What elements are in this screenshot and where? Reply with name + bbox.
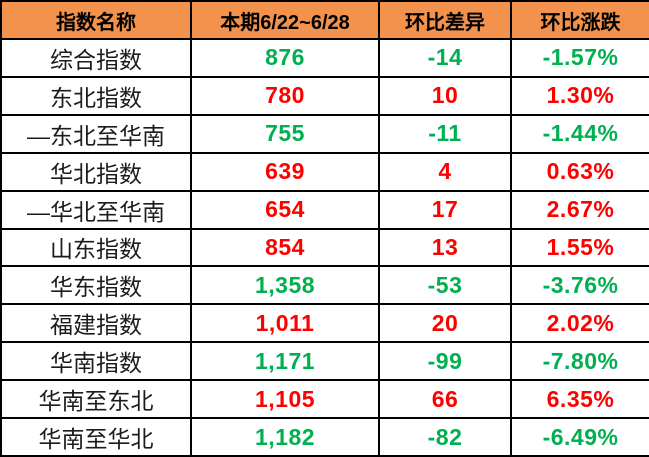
change-percent-cell: 1.55% — [510, 227, 649, 268]
current-value-cell: 854 — [190, 227, 380, 268]
diff-value-cell: -11 — [378, 113, 512, 154]
change-percent-cell: 0.63% — [510, 151, 649, 192]
current-value-cell: 1,011 — [190, 303, 380, 344]
diff-value-cell: -53 — [378, 265, 512, 306]
change-percent-cell: 2.02% — [510, 303, 649, 344]
change-percent-cell: 6.35% — [510, 379, 649, 420]
change-percent-cell: -3.76% — [510, 265, 649, 306]
index-name-cell: —华北至华南 — [0, 189, 192, 230]
index-name-cell: 东北指数 — [0, 75, 192, 116]
index-name-cell: —东北至华南 — [0, 113, 192, 154]
table-header-row: 指数名称 本期6/22~6/28 环比差异 环比涨跌 — [0, 0, 649, 40]
current-value-cell: 1,171 — [190, 341, 380, 382]
column-header-current-period: 本期6/22~6/28 — [190, 0, 380, 40]
change-percent-cell: -6.49% — [510, 417, 649, 457]
table-row: 华南至华北 1,182 -82 -6.49% — [0, 417, 649, 457]
diff-value-cell: -99 — [378, 341, 512, 382]
diff-value-cell: -14 — [378, 38, 512, 78]
current-value-cell: 639 — [190, 151, 380, 192]
table-row: 山东指数 854 13 1.55% — [0, 227, 649, 268]
change-percent-cell: -1.57% — [510, 38, 649, 78]
column-header-mom-change: 环比涨跌 — [510, 0, 649, 40]
table-row: 华南至东北 1,105 66 6.35% — [0, 379, 649, 420]
index-name-cell: 山东指数 — [0, 227, 192, 268]
change-percent-cell: 2.67% — [510, 189, 649, 230]
index-name-cell: 华东指数 — [0, 265, 192, 306]
diff-value-cell: 10 — [378, 75, 512, 116]
table-row: 华北指数 639 4 0.63% — [0, 151, 649, 192]
index-name-cell: 华北指数 — [0, 151, 192, 192]
table-row: —东北至华南 755 -11 -1.44% — [0, 113, 649, 154]
diff-value-cell: -82 — [378, 417, 512, 457]
current-value-cell: 1,182 — [190, 417, 380, 457]
index-name-cell: 综合指数 — [0, 38, 192, 78]
index-name-cell: 华南指数 — [0, 341, 192, 382]
current-value-cell: 780 — [190, 75, 380, 116]
diff-value-cell: 17 — [378, 189, 512, 230]
current-value-cell: 1,358 — [190, 265, 380, 306]
index-name-cell: 福建指数 — [0, 303, 192, 344]
diff-value-cell: 13 — [378, 227, 512, 268]
table-row: —华北至华南 654 17 2.67% — [0, 189, 649, 230]
index-name-cell: 华南至东北 — [0, 379, 192, 420]
change-percent-cell: 1.30% — [510, 75, 649, 116]
change-percent-cell: -7.80% — [510, 341, 649, 382]
diff-value-cell: 20 — [378, 303, 512, 344]
column-header-index-name: 指数名称 — [0, 0, 192, 40]
change-percent-cell: -1.44% — [510, 113, 649, 154]
column-header-mom-difference: 环比差异 — [378, 0, 512, 40]
table-row: 华东指数 1,358 -53 -3.76% — [0, 265, 649, 306]
table-row: 华南指数 1,171 -99 -7.80% — [0, 341, 649, 382]
current-value-cell: 654 — [190, 189, 380, 230]
diff-value-cell: 66 — [378, 379, 512, 420]
table-row: 东北指数 780 10 1.30% — [0, 75, 649, 116]
current-value-cell: 1,105 — [190, 379, 380, 420]
current-value-cell: 755 — [190, 113, 380, 154]
diff-value-cell: 4 — [378, 151, 512, 192]
index-name-cell: 华南至华北 — [0, 417, 192, 457]
table-row: 福建指数 1,011 20 2.02% — [0, 303, 649, 344]
current-value-cell: 876 — [190, 38, 380, 78]
table-row: 综合指数 876 -14 -1.57% — [0, 38, 649, 78]
